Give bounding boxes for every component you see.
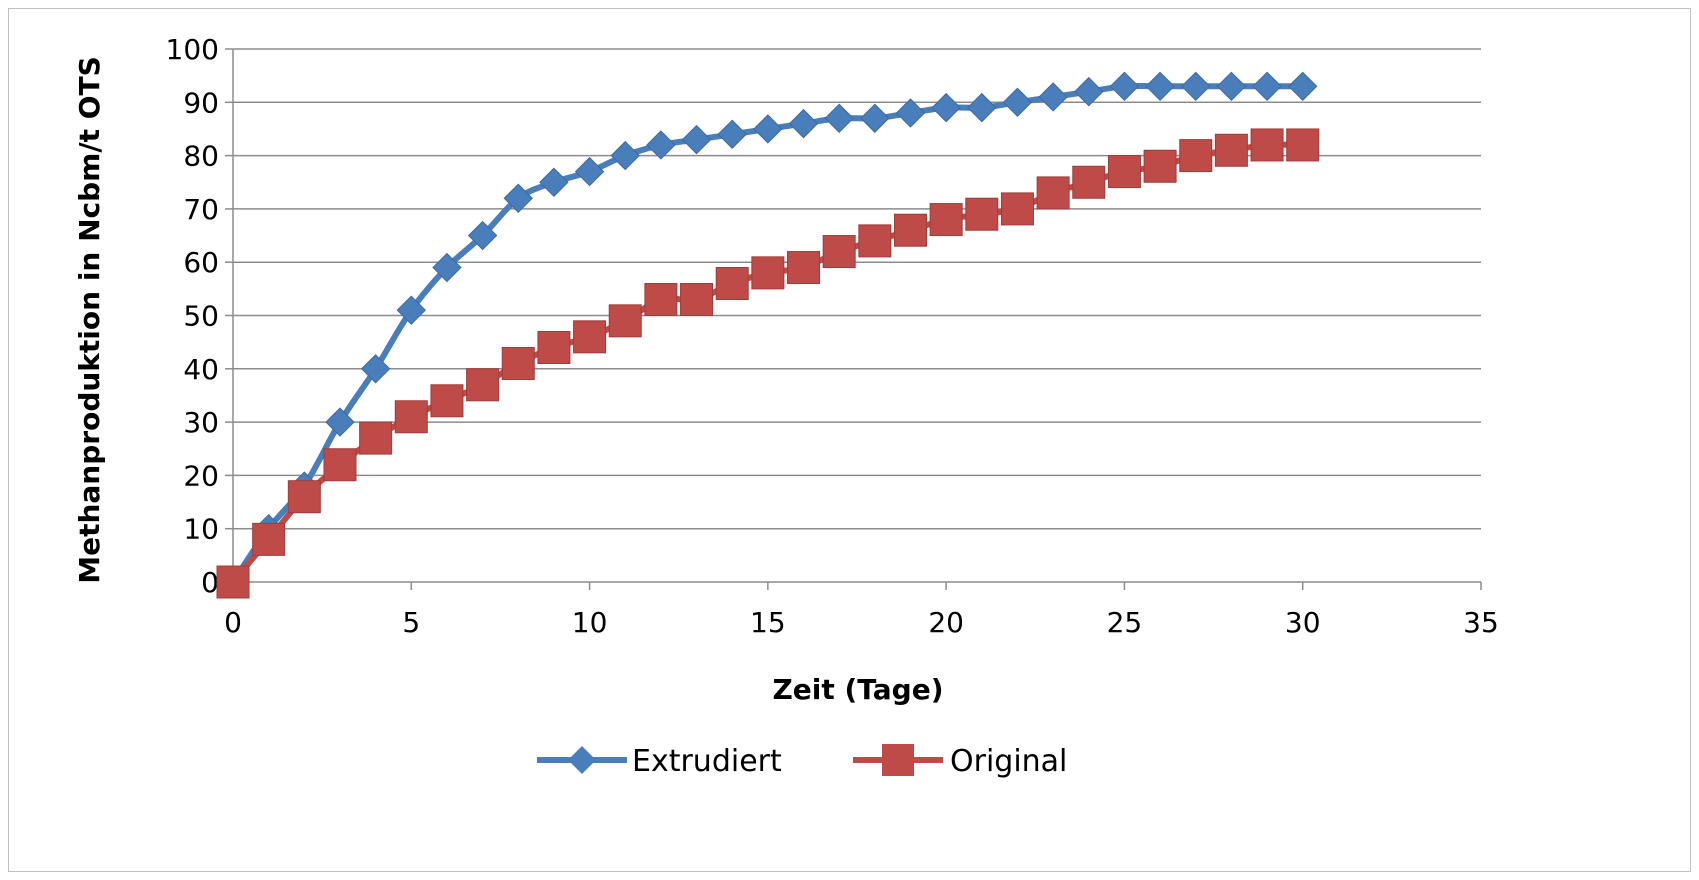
data-point-extrudiert-21 <box>967 92 997 123</box>
data-point-original-0 <box>216 565 250 599</box>
x-tick-label: 5 <box>402 606 420 639</box>
data-point-extrudiert-19 <box>895 98 926 128</box>
data-point-extrudiert-23 <box>1038 82 1068 112</box>
y-tick-label: 20 <box>183 459 219 492</box>
y-tick-label: 40 <box>183 353 219 386</box>
data-point-original-22 <box>1000 192 1034 226</box>
x-tick-label: 0 <box>224 606 242 639</box>
data-point-extrudiert-27 <box>1181 71 1211 102</box>
data-point-extrudiert-6 <box>432 252 462 283</box>
x-tick-label: 35 <box>1463 606 1499 639</box>
data-point-extrudiert-7 <box>467 220 498 251</box>
data-point-original-23 <box>1036 176 1070 210</box>
data-point-original-9 <box>537 330 571 364</box>
y-tick-label: 80 <box>183 140 219 173</box>
data-point-original-12 <box>644 283 678 317</box>
data-point-original-19 <box>893 213 927 247</box>
data-point-original-2 <box>287 480 321 514</box>
y-tick-label: 50 <box>183 300 219 333</box>
legend: Extrudiert Original <box>537 744 1067 779</box>
data-point-original-24 <box>1072 165 1106 199</box>
data-point-original-3 <box>323 448 357 482</box>
data-point-extrudiert-20 <box>931 92 961 123</box>
y-tick-labels: 0 10 20 30 40 50 60 70 80 90 100 <box>166 33 219 599</box>
y-tick-label: 30 <box>183 406 219 439</box>
data-point-original-14 <box>715 267 749 301</box>
data-point-extrudiert-16 <box>788 108 819 139</box>
data-point-original-25 <box>1107 155 1141 189</box>
axes <box>225 48 1482 590</box>
data-point-original-13 <box>680 283 714 317</box>
legend-item-original: Original <box>853 744 1067 779</box>
data-point-original-29 <box>1250 128 1284 162</box>
data-point-original-5 <box>394 400 428 434</box>
data-point-original-6 <box>430 384 464 418</box>
x-tick-label: 15 <box>750 606 786 639</box>
data-point-extrudiert-11 <box>610 140 640 171</box>
data-point-extrudiert-8 <box>503 183 533 213</box>
x-tick-label: 25 <box>1107 606 1143 639</box>
data-point-original-28 <box>1214 133 1248 167</box>
x-tick-label: 20 <box>928 606 964 639</box>
y-tick-label: 60 <box>183 246 219 279</box>
x-tick-labels: 0 5 10 15 20 25 30 35 <box>224 606 1499 639</box>
data-point-original-10 <box>573 320 607 354</box>
y-tick-label: 0 <box>201 566 219 599</box>
data-point-extrudiert-26 <box>1145 71 1175 102</box>
legend-item-extrudiert: Extrudiert <box>537 744 782 779</box>
data-point-original-17 <box>822 235 856 269</box>
data-point-extrudiert-17 <box>824 103 854 133</box>
data-point-original-16 <box>787 251 821 285</box>
legend-label-extrudiert: Extrudiert <box>632 744 782 779</box>
legend-label-original: Original <box>950 744 1067 779</box>
data-point-original-27 <box>1179 139 1213 173</box>
chart-frame <box>8 8 1691 872</box>
plot-area <box>216 71 1320 599</box>
data-point-extrudiert-25 <box>1109 71 1140 102</box>
data-point-extrudiert-24 <box>1074 76 1104 107</box>
series-line-original <box>230 141 1303 584</box>
y-tick-label: 100 <box>166 33 219 66</box>
legend-marker-extrudiert <box>568 746 596 774</box>
data-point-original-20 <box>929 203 963 237</box>
data-point-extrudiert-14 <box>717 119 747 149</box>
data-point-extrudiert-10 <box>574 156 605 187</box>
data-point-original-30 <box>1286 128 1320 162</box>
data-point-original-26 <box>1143 149 1177 183</box>
data-point-extrudiert-4 <box>360 354 391 384</box>
data-point-extrudiert-13 <box>681 124 712 155</box>
data-point-original-7 <box>466 368 500 402</box>
series-line-extrudiert <box>230 82 1303 584</box>
data-point-extrudiert-5 <box>396 295 426 325</box>
data-point-extrudiert-15 <box>753 114 783 144</box>
data-point-extrudiert-30 <box>1288 71 1318 102</box>
data-point-original-18 <box>858 224 892 258</box>
legend-marker-original <box>882 744 914 776</box>
data-point-extrudiert-12 <box>646 130 676 160</box>
data-point-extrudiert-28 <box>1216 71 1247 102</box>
data-point-original-8 <box>501 346 535 380</box>
x-tick-label: 30 <box>1285 606 1321 639</box>
y-tick-label: 70 <box>183 193 219 226</box>
data-point-extrudiert-18 <box>860 103 890 133</box>
data-point-extrudiert-29 <box>1252 71 1282 102</box>
y-tick-label: 90 <box>183 86 219 119</box>
data-point-original-15 <box>751 256 785 290</box>
y-axis-title: Methanproduktion in Ncbm/t OTS <box>73 56 106 584</box>
data-point-original-11 <box>608 304 642 338</box>
x-axis-title: Zeit (Tage) <box>772 673 943 706</box>
data-point-original-21 <box>965 197 999 231</box>
data-point-original-4 <box>359 421 393 455</box>
gridlines <box>233 48 1481 530</box>
data-point-extrudiert-3 <box>325 407 355 437</box>
data-point-original-1 <box>252 522 286 556</box>
data-point-extrudiert-9 <box>539 167 569 197</box>
x-tick-label: 10 <box>572 606 608 639</box>
y-tick-label: 10 <box>183 513 219 546</box>
data-point-extrudiert-22 <box>1002 87 1033 118</box>
